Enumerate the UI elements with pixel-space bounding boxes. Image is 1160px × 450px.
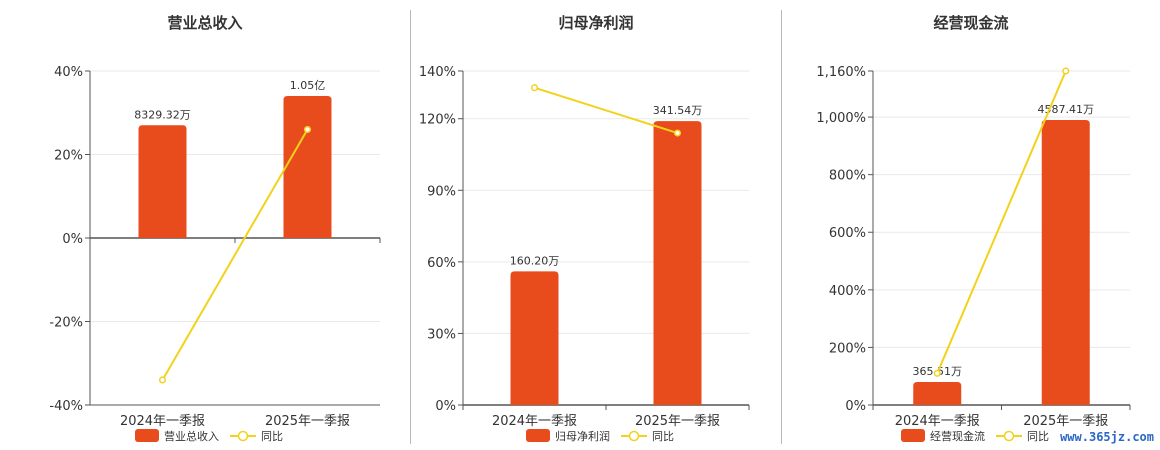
bar [1041, 119, 1090, 405]
bar [913, 381, 962, 405]
y-tick-label: 20% [54, 149, 83, 164]
chart-title: 营业总收入 [167, 14, 243, 32]
y-tick-label: 60% [427, 256, 456, 271]
y-tick-label: 200% [829, 341, 866, 356]
series-line [936, 70, 1067, 374]
y-tick-label: 800% [829, 169, 866, 184]
y-tick-label: 600% [829, 226, 866, 241]
chart-panel-cash-flow: 经营现金流 0% 200% 400% 600% 800% 1,000% 1,160% 2024… [782, 0, 1160, 450]
y-tick-label: -40% [49, 399, 83, 414]
y-tick-label: 1,160% [816, 65, 866, 80]
y-tick-label: 0% [435, 399, 456, 414]
data-label: 1.05亿 [290, 79, 326, 92]
y-tick-label: 400% [829, 284, 866, 299]
bar [138, 125, 187, 238]
data-label: 8329.32万 [134, 108, 191, 121]
series-line [534, 86, 678, 134]
line-point [1062, 67, 1070, 75]
data-label: 4587.41万 [1038, 103, 1095, 116]
divider [781, 10, 782, 444]
line-point [933, 369, 941, 377]
legend-label: 同比 [652, 430, 674, 443]
bar [653, 121, 702, 405]
line-point [530, 84, 539, 92]
y-tick-label: 120% [419, 113, 456, 128]
y-tick-label: 90% [427, 184, 456, 199]
chart-svg: 0% 200% 400% 600% 800% 1,000% 1,160% 2024年一季报 20… [816, 65, 1131, 443]
y-tick-label: 1,000% [816, 111, 866, 126]
y-tick-label: 0% [845, 399, 866, 414]
watermark: www.365jz.com [1060, 430, 1154, 444]
y-tick-label: 40% [54, 65, 83, 80]
x-tick-label: 2024年一季报 [895, 414, 980, 429]
legend-swatch-bar [526, 429, 550, 442]
legend-swatch-bar [135, 429, 159, 442]
legend-swatch-point [1003, 430, 1015, 442]
y-tick-label: 0% [62, 232, 83, 247]
line-point [158, 376, 167, 384]
x-tick-label: 2025年一季报 [265, 414, 350, 429]
y-tick-label: 140% [419, 65, 456, 80]
legend-swatch-bar [901, 429, 925, 442]
legend-label: 同比 [1027, 430, 1049, 443]
data-label: 160.20万 [510, 254, 560, 267]
line-point [303, 125, 312, 133]
x-tick-label: 2025年一季报 [635, 414, 720, 429]
x-tick-label: 2024年一季报 [492, 414, 577, 429]
chart-svg: -40% -20% 0% 20% 40% 2024年一季报 2025年一季报 8329.32万… [49, 65, 381, 443]
chart-svg: 0% 30% 60% 90% 120% 140% 2024年一季报 2025年一季报 160.2… [419, 65, 750, 443]
x-tick-label: 2024年一季报 [120, 414, 205, 429]
legend-label: 经营现金流 [930, 429, 985, 443]
legend-label: 归母净利润 [555, 429, 610, 443]
legend-swatch-point [628, 430, 640, 442]
legend-swatch-point [237, 430, 249, 442]
chart-panel-revenue: 营业总收入 -40% -20% 0% 20% 40% 2024年一季报 2025年一季报 83… [0, 0, 410, 450]
legend-label: 营业总收入 [164, 429, 219, 443]
y-tick-label: 30% [427, 327, 456, 342]
bar [283, 96, 332, 238]
chart-panel-net-profit: 归母净利润 0% 30% 60% 90% 120% 140% 2024年一季报 2025年一季… [411, 0, 781, 450]
bar [510, 271, 559, 405]
legend-label: 同比 [261, 430, 283, 443]
x-tick-label: 2025年一季报 [1023, 414, 1108, 429]
series-line [161, 128, 309, 381]
divider [410, 10, 411, 444]
line-point [673, 129, 682, 137]
chart-title: 归母净利润 [558, 14, 634, 32]
chart-title: 经营现金流 [933, 14, 1009, 32]
y-tick-label: -20% [49, 316, 83, 331]
data-label: 341.54万 [653, 104, 703, 117]
